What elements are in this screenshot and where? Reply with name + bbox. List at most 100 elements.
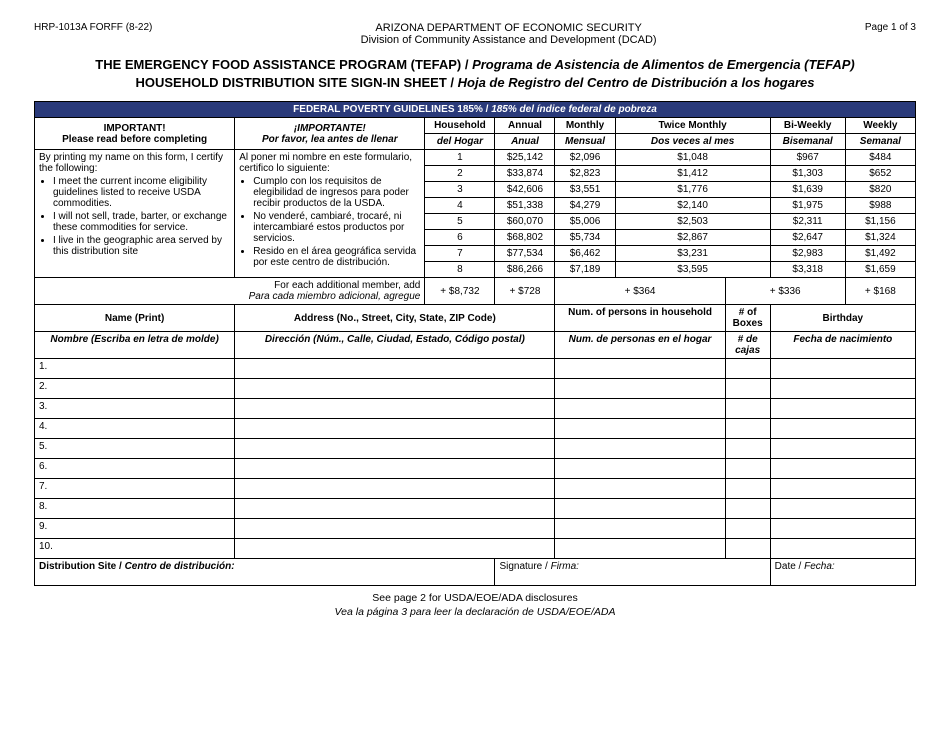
row-addr[interactable] — [235, 539, 555, 559]
date-cell[interactable]: Date / Fecha: — [770, 559, 915, 586]
row-addr[interactable] — [235, 519, 555, 539]
row-addr[interactable] — [235, 399, 555, 419]
hdr-boxes-en: # of Boxes — [725, 305, 770, 332]
signin-row: 5. — [35, 439, 916, 459]
fpg-weekly: $988 — [845, 198, 915, 214]
row-bday[interactable] — [770, 399, 915, 419]
fpg-monthly: $2,096 — [555, 150, 615, 166]
fpg-hh: 8 — [425, 262, 495, 278]
fpg-biweekly: $2,647 — [770, 230, 845, 246]
dist-es: Centro de distribución: — [125, 561, 235, 572]
fpg-twice: $3,595 — [615, 262, 770, 278]
row-boxes[interactable] — [725, 539, 770, 559]
row-persons[interactable] — [555, 399, 725, 419]
dist-site-cell[interactable]: Distribution Site / Centro de distribuci… — [35, 559, 495, 586]
center-heading: ARIZONA DEPARTMENT OF ECONOMIC SECURITY … — [152, 22, 864, 46]
signature-cell[interactable]: Signature / Firma: — [495, 559, 770, 586]
band-row: FEDERAL POVERTY GUIDELINES 185% / 185% d… — [35, 102, 916, 118]
page-number: Page 1 of 3 — [865, 22, 916, 33]
signin-row: 10. — [35, 539, 916, 559]
row-bday[interactable] — [770, 359, 915, 379]
row-boxes[interactable] — [725, 419, 770, 439]
footer-en: See page 2 for USDA/EOE/ADA disclosures — [34, 592, 916, 606]
row-boxes[interactable] — [725, 519, 770, 539]
fpg-monthly: $5,006 — [555, 214, 615, 230]
row-bday[interactable] — [770, 499, 915, 519]
cert-en-list: I meet the current income eligibility gu… — [53, 176, 230, 257]
row-boxes[interactable] — [725, 499, 770, 519]
form-code: HRP-1013A FORFF (8-22) — [34, 22, 152, 33]
cert-es-item: Resido en el área geográfica servida por… — [253, 246, 420, 268]
row-bday[interactable] — [770, 439, 915, 459]
fpg-row: By printing my name on this form, I cert… — [35, 150, 916, 166]
cert-es-item: Cumplo con los requisitos de elegibilida… — [253, 176, 420, 209]
fpg-weekly: $1,659 — [845, 262, 915, 278]
row-persons[interactable] — [555, 459, 725, 479]
row-boxes[interactable] — [725, 459, 770, 479]
row-persons[interactable] — [555, 479, 725, 499]
row-addr[interactable] — [235, 379, 555, 399]
row-addr[interactable] — [235, 419, 555, 439]
row-bday[interactable] — [770, 459, 915, 479]
main-table: FEDERAL POVERTY GUIDELINES 185% / 185% d… — [34, 101, 916, 586]
title-en-2: HOUSEHOLD DISTRIBUTION SITE SIGN-IN SHEE… — [136, 75, 458, 90]
signin-row: 7. — [35, 479, 916, 499]
signin-header-en: Name (Print) Address (No., Street, City,… — [35, 305, 916, 332]
signin-row: 2. — [35, 379, 916, 399]
row-bday[interactable] — [770, 519, 915, 539]
row-addr[interactable] — [235, 459, 555, 479]
row-bday[interactable] — [770, 479, 915, 499]
signin-row: 6. — [35, 459, 916, 479]
hdr-persons-es: Num. de personas en el hogar — [555, 332, 725, 359]
row-persons[interactable] — [555, 519, 725, 539]
row-addr[interactable] — [235, 439, 555, 459]
row-bday[interactable] — [770, 539, 915, 559]
row-addr[interactable] — [235, 499, 555, 519]
fpg-hh: 2 — [425, 166, 495, 182]
hdr-household-es: del Hogar — [425, 134, 495, 150]
cert-en-item: I meet the current income eligibility gu… — [53, 176, 230, 209]
fpg-biweekly: $2,983 — [770, 246, 845, 262]
row-num: 8. — [35, 499, 235, 519]
row-persons[interactable] — [555, 419, 725, 439]
row-boxes[interactable] — [725, 379, 770, 399]
row-bday[interactable] — [770, 379, 915, 399]
hdr-monthly-es: Mensual — [555, 134, 615, 150]
hdr-annual-es: Anual — [495, 134, 555, 150]
row-persons[interactable] — [555, 379, 725, 399]
fpg-biweekly: $1,639 — [770, 182, 845, 198]
row-addr[interactable] — [235, 359, 555, 379]
hdr-bday-es: Fecha de nacimiento — [770, 332, 915, 359]
row-persons[interactable] — [555, 439, 725, 459]
hdr-name-es: Nombre (Escriba en letra de molde) — [35, 332, 235, 359]
important-en-sub: Please read before completing — [39, 134, 230, 145]
fpg-add-annual: + $8,732 — [425, 278, 495, 305]
fpg-hh: 4 — [425, 198, 495, 214]
fpg-twice: $2,140 — [615, 198, 770, 214]
fpg-monthly: $2,823 — [555, 166, 615, 182]
cert-en-item: I live in the geographic area served by … — [53, 235, 230, 257]
row-bday[interactable] — [770, 419, 915, 439]
fpg-annual: $86,266 — [495, 262, 555, 278]
row-addr[interactable] — [235, 479, 555, 499]
row-boxes[interactable] — [725, 439, 770, 459]
fpg-hh: 6 — [425, 230, 495, 246]
fpg-monthly: $5,734 — [555, 230, 615, 246]
cert-es-list: Cumplo con los requisitos de elegibilida… — [253, 176, 420, 268]
hdr-addr-en: Address (No., Street, City, State, ZIP C… — [235, 305, 555, 332]
footer-es: Vea la página 3 para leer la declaración… — [34, 606, 916, 620]
fpg-hh: 5 — [425, 214, 495, 230]
row-boxes[interactable] — [725, 399, 770, 419]
signin-row: 1. — [35, 359, 916, 379]
fpg-add-es: Para cada miembro adicional, agregue — [39, 291, 420, 302]
row-persons[interactable] — [555, 499, 725, 519]
row-persons[interactable] — [555, 359, 725, 379]
row-persons[interactable] — [555, 539, 725, 559]
row-boxes[interactable] — [725, 479, 770, 499]
fpg-monthly: $7,189 — [555, 262, 615, 278]
row-num: 9. — [35, 519, 235, 539]
row-boxes[interactable] — [725, 359, 770, 379]
hdr-monthly-en: Monthly — [555, 118, 615, 134]
hdr-biweekly-es: Bisemanal — [770, 134, 845, 150]
fpg-twice: $2,867 — [615, 230, 770, 246]
